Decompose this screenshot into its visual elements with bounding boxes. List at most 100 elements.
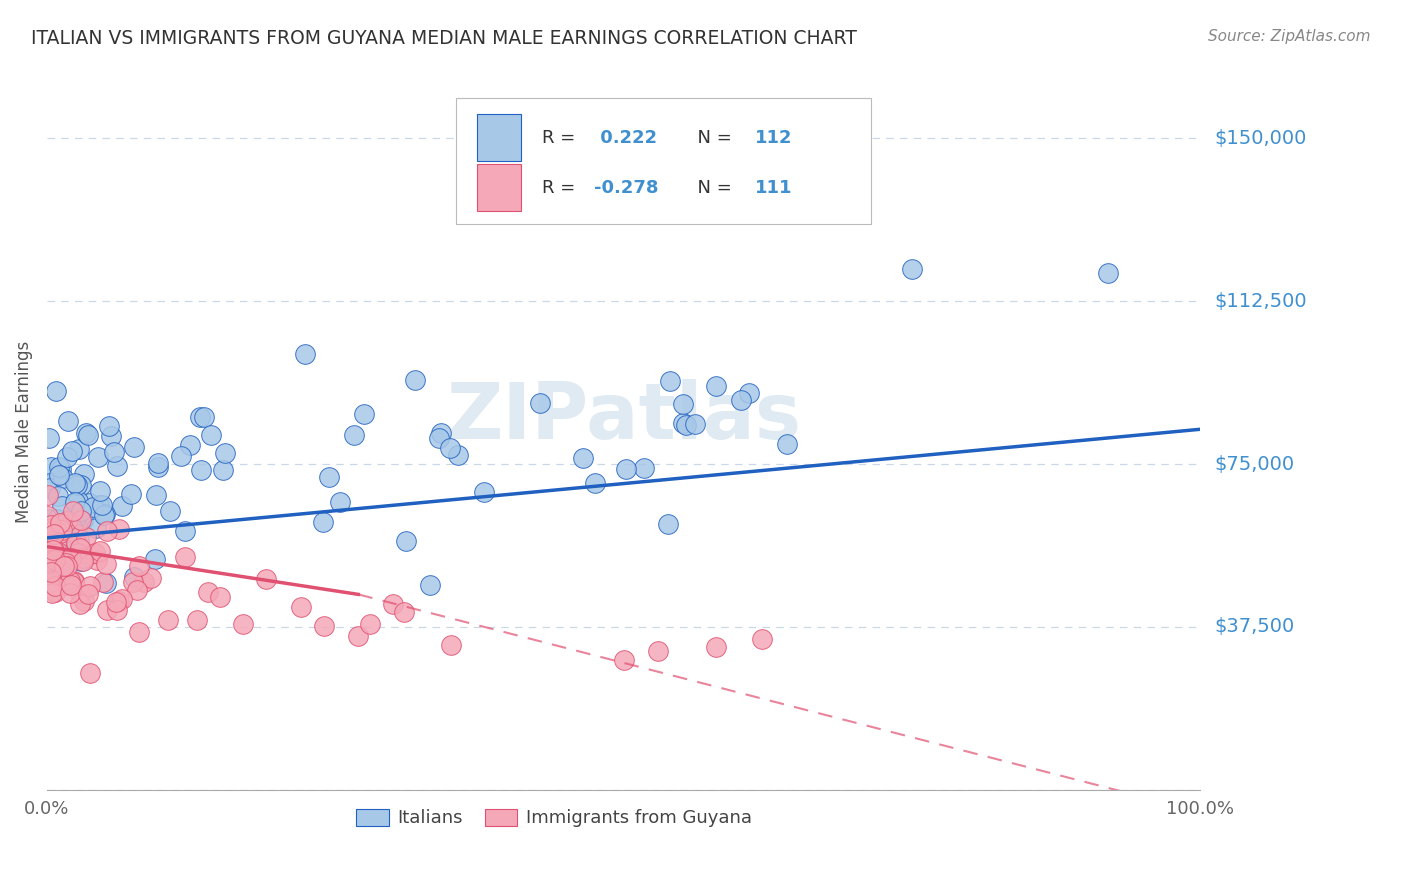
Point: [312, 619, 335, 633]
Point: [75, 425, 97, 440]
Point: [174, 549, 197, 564]
Point: [53, 553, 76, 567]
Point: [49, 563, 72, 577]
Point: [48, 562, 70, 576]
Point: [125, 583, 148, 598]
Point: [82, 500, 104, 515]
Point: [751, 632, 773, 647]
Point: [79, 665, 101, 680]
Point: [658, 374, 681, 388]
Point: [55, 578, 77, 592]
Point: [70, 504, 93, 518]
Point: [38, 575, 60, 590]
Point: [614, 461, 637, 475]
Point: [96, 524, 118, 538]
Point: [395, 534, 418, 549]
Point: [197, 584, 219, 599]
Point: [52, 470, 75, 484]
Point: [73, 594, 96, 608]
Point: [46, 489, 69, 503]
Point: [56, 514, 79, 528]
Point: [633, 461, 655, 475]
Point: [62, 522, 84, 536]
Point: [159, 503, 181, 517]
Point: [672, 397, 695, 411]
Point: [38, 550, 60, 565]
Point: [145, 488, 167, 502]
Point: [439, 638, 461, 652]
Point: [122, 570, 145, 584]
Point: [70, 478, 93, 492]
Point: [430, 425, 453, 440]
Point: [353, 407, 375, 421]
Point: [66, 546, 89, 560]
Point: [105, 595, 128, 609]
Y-axis label: Median Male Earnings: Median Male Earnings: [15, 341, 32, 523]
Point: [100, 429, 122, 443]
Point: [63, 475, 86, 490]
Point: [39, 476, 62, 491]
Point: [174, 524, 197, 539]
Point: [111, 499, 134, 513]
Point: [359, 617, 381, 632]
Point: [65, 536, 87, 550]
Point: [44, 527, 66, 541]
Point: [381, 597, 404, 611]
Point: [51, 524, 73, 538]
Point: [704, 640, 727, 654]
Point: [38, 526, 60, 541]
Point: [44, 558, 66, 573]
Point: [72, 550, 94, 565]
Point: [776, 436, 799, 450]
Point: [60, 537, 83, 551]
Point: [89, 483, 111, 498]
Point: [44, 578, 66, 592]
Point: [66, 494, 89, 508]
Point: [60, 550, 83, 565]
Point: [48, 549, 70, 564]
Point: [49, 516, 72, 530]
Text: ZIPatlas: ZIPatlas: [446, 379, 801, 455]
Text: R =: R =: [541, 128, 581, 146]
Text: ITALIAN VS IMMIGRANTS FROM GUYANA MEDIAN MALE EARNINGS CORRELATION CHART: ITALIAN VS IMMIGRANTS FROM GUYANA MEDIAN…: [31, 29, 856, 47]
Point: [96, 557, 118, 571]
Point: [347, 629, 370, 643]
Point: [39, 565, 62, 579]
Point: [87, 450, 110, 465]
Point: [72, 467, 94, 482]
Point: [96, 603, 118, 617]
Point: [60, 537, 83, 551]
Point: [62, 504, 84, 518]
Text: R =: R =: [541, 178, 581, 197]
Point: [212, 463, 235, 477]
Point: [134, 575, 156, 590]
Point: [647, 644, 669, 658]
Point: [67, 442, 90, 456]
Point: [290, 600, 312, 615]
Point: [45, 568, 67, 582]
Point: [84, 521, 107, 535]
Point: [69, 585, 91, 599]
Point: [683, 417, 706, 431]
Point: [44, 553, 66, 567]
Point: [58, 526, 80, 541]
Text: -0.278: -0.278: [593, 178, 658, 197]
Point: [89, 543, 111, 558]
Point: [63, 574, 86, 589]
Point: [188, 410, 211, 425]
Point: [294, 347, 316, 361]
Point: [329, 494, 352, 508]
Point: [44, 522, 66, 536]
Point: [58, 536, 80, 550]
Point: [254, 572, 277, 586]
Point: [121, 575, 143, 590]
Point: [901, 261, 924, 276]
Point: [41, 518, 63, 533]
Point: [143, 552, 166, 566]
Point: [38, 532, 60, 546]
Point: [96, 576, 118, 591]
Point: [38, 563, 60, 577]
Text: 0.222: 0.222: [593, 128, 657, 146]
Point: [404, 373, 426, 387]
Point: [77, 586, 100, 600]
